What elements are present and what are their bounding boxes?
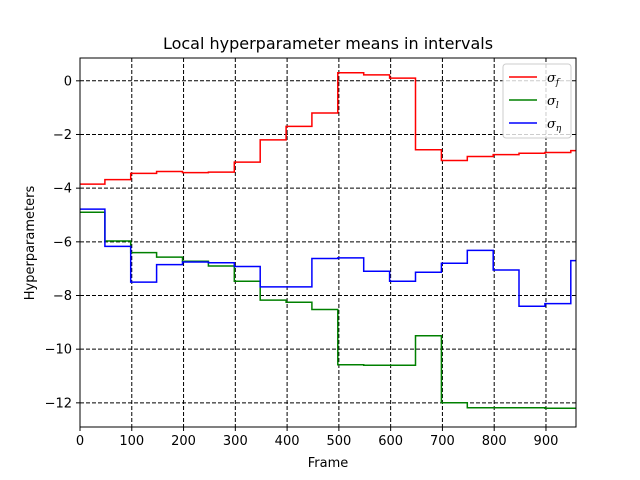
x-tick-label: 900 (534, 434, 559, 449)
series-line-f (80, 72, 576, 185)
x-tick-label: 400 (275, 434, 300, 449)
y-tick-label: −2 (53, 128, 72, 143)
y-tick-label: −10 (45, 343, 72, 358)
plot-frame (79, 57, 577, 428)
y-tick-label: −8 (53, 289, 72, 304)
y-tick-label: −6 (53, 235, 72, 250)
y-tick-label: 0 (64, 74, 72, 89)
legend-box (502, 63, 572, 139)
grid-layer (79, 58, 576, 427)
legend: σf σl ση (502, 63, 572, 139)
legend-label: ση (547, 117, 562, 134)
x-tick-label: 500 (326, 434, 351, 449)
y-tick-label: −12 (45, 396, 72, 411)
x-tick-label: 800 (482, 434, 507, 449)
x-axis-label: Frame (308, 456, 349, 471)
x-tick-label: 300 (223, 434, 248, 449)
chart-title: Local hyperparameter means in intervals (163, 34, 493, 53)
tick-layer: 0 100 200 300 400 500 600 700 800 900 0 −2 −4 −6 −8 −10… (45, 74, 559, 449)
y-tick-label: −4 (53, 182, 72, 197)
x-tick-label: 700 (430, 434, 455, 449)
legend-label: σl (547, 94, 559, 111)
x-tick-label: 600 (378, 434, 403, 449)
x-tick-label: 100 (119, 434, 144, 449)
series-line-l (80, 211, 576, 409)
x-tick-label: 0 (76, 434, 84, 449)
series-line-η (80, 208, 576, 307)
legend-label: σf (547, 71, 561, 88)
y-axis-label: Hyperparameters (23, 186, 38, 301)
x-tick-label: 200 (171, 434, 196, 449)
series-layer (80, 72, 576, 409)
